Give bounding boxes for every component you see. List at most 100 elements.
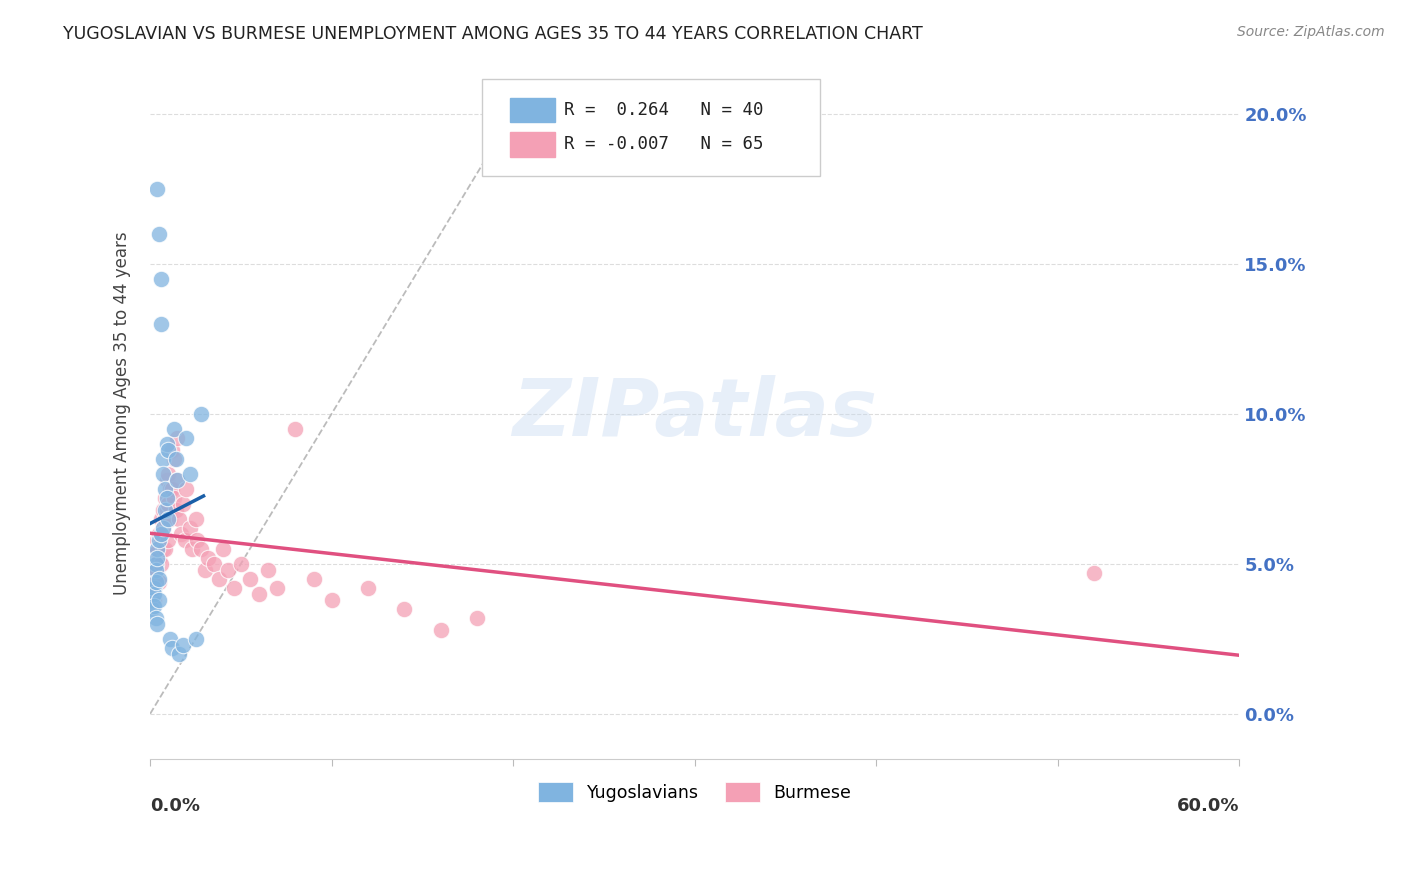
Legend: Yugoslavians, Burmese: Yugoslavians, Burmese xyxy=(531,775,858,809)
Point xyxy=(153,491,176,505)
Point xyxy=(229,557,252,571)
Point xyxy=(148,572,170,586)
Point xyxy=(159,511,181,525)
Point xyxy=(152,467,174,481)
Point xyxy=(146,541,169,556)
Point xyxy=(150,526,173,541)
Point xyxy=(145,557,167,571)
Point xyxy=(357,581,380,595)
Point xyxy=(142,581,165,595)
Point xyxy=(184,632,207,646)
Point xyxy=(146,563,169,577)
Point xyxy=(152,451,174,466)
Point xyxy=(159,632,181,646)
Point xyxy=(302,572,325,586)
Point xyxy=(321,592,343,607)
Point xyxy=(150,533,173,547)
Text: Source: ZipAtlas.com: Source: ZipAtlas.com xyxy=(1237,25,1385,39)
Point xyxy=(197,550,219,565)
Point xyxy=(163,491,186,505)
Point xyxy=(257,563,280,577)
Point xyxy=(157,533,180,547)
Point xyxy=(190,407,212,421)
Point xyxy=(163,451,186,466)
Point xyxy=(148,550,170,565)
Point xyxy=(181,541,204,556)
Point xyxy=(160,442,183,457)
Point xyxy=(153,482,176,496)
Point xyxy=(173,533,195,547)
Text: R =  0.264   N = 40: R = 0.264 N = 40 xyxy=(564,101,763,119)
Point xyxy=(155,436,177,450)
Point xyxy=(394,601,416,615)
Point xyxy=(266,581,288,595)
Point xyxy=(142,592,165,607)
Point xyxy=(145,611,167,625)
Y-axis label: Unemployment Among Ages 35 to 44 years: Unemployment Among Ages 35 to 44 years xyxy=(114,232,131,596)
Text: YUGOSLAVIAN VS BURMESE UNEMPLOYMENT AMONG AGES 35 TO 44 YEARS CORRELATION CHART: YUGOSLAVIAN VS BURMESE UNEMPLOYMENT AMON… xyxy=(63,25,922,43)
Point xyxy=(284,422,307,436)
Point xyxy=(152,502,174,516)
Point xyxy=(217,563,239,577)
Point xyxy=(202,557,225,571)
Point xyxy=(190,541,212,556)
Point xyxy=(142,599,165,613)
Point xyxy=(194,563,217,577)
Point xyxy=(247,587,270,601)
Text: 0.0%: 0.0% xyxy=(150,797,200,814)
Point xyxy=(186,533,208,547)
Point xyxy=(170,526,193,541)
Point xyxy=(429,623,451,637)
Point xyxy=(146,181,169,195)
Point xyxy=(146,616,169,631)
Point xyxy=(159,482,181,496)
Point xyxy=(145,557,167,571)
Point xyxy=(152,521,174,535)
Point xyxy=(222,581,245,595)
Point xyxy=(148,533,170,547)
Point xyxy=(160,640,183,655)
Point xyxy=(176,431,198,445)
Point xyxy=(165,451,187,466)
Point xyxy=(141,601,163,615)
Point xyxy=(146,545,169,559)
Point xyxy=(167,511,190,525)
Point xyxy=(163,422,186,436)
Point xyxy=(145,568,167,582)
Point xyxy=(155,491,177,505)
Point xyxy=(145,541,167,556)
Point xyxy=(160,482,183,496)
FancyBboxPatch shape xyxy=(509,97,555,122)
Point xyxy=(145,574,167,589)
Point xyxy=(150,271,173,285)
Point xyxy=(157,467,180,481)
Point xyxy=(148,592,170,607)
Point xyxy=(155,502,177,516)
Point xyxy=(150,511,173,525)
Point xyxy=(146,550,169,565)
Text: 60.0%: 60.0% xyxy=(1177,797,1239,814)
Point xyxy=(152,521,174,535)
Point xyxy=(148,227,170,241)
Point xyxy=(167,647,190,661)
Point xyxy=(1083,566,1105,580)
Point xyxy=(157,442,180,457)
Point xyxy=(211,541,233,556)
Point xyxy=(152,541,174,556)
Point xyxy=(153,511,176,525)
Point xyxy=(148,574,170,589)
Point xyxy=(155,473,177,487)
Point xyxy=(184,511,207,525)
Point xyxy=(145,563,167,577)
Point xyxy=(176,482,198,496)
Point xyxy=(179,467,201,481)
Point xyxy=(141,592,163,607)
Point xyxy=(166,431,188,445)
Text: ZIPatlas: ZIPatlas xyxy=(512,375,877,452)
Point xyxy=(166,473,188,487)
Point xyxy=(150,317,173,331)
Point xyxy=(148,526,170,541)
Point xyxy=(465,611,488,625)
Point xyxy=(179,521,201,535)
Text: R = -0.007   N = 65: R = -0.007 N = 65 xyxy=(564,136,763,153)
